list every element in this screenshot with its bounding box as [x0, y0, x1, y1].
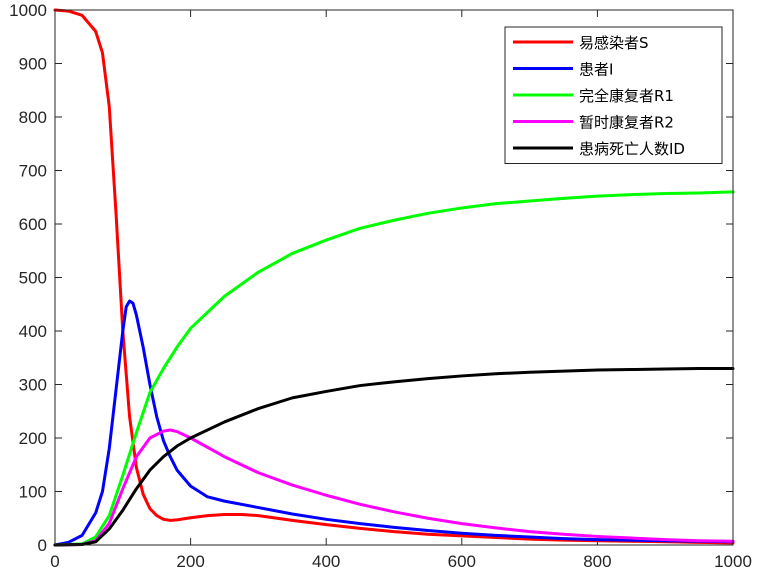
legend-label-3: 完全康复者R1	[579, 87, 674, 105]
x-tick-label: 600	[448, 552, 476, 571]
legend: 易感染者S 患者I 完全康复者R1 暂时康复者R2 患病死亡人数ID	[504, 26, 723, 164]
y-tick-label: 800	[19, 108, 47, 127]
legend-label-1: 易感染者S	[579, 34, 649, 52]
x-tick-label: 1000	[714, 552, 752, 571]
y-tick-label: 0	[38, 536, 47, 555]
series-line-3	[53, 190, 735, 547]
y-tick-label: 600	[19, 215, 47, 234]
y-tick-label: 700	[19, 162, 47, 181]
series-line-4	[53, 428, 735, 547]
axes: 0 200 400 600 800 1000 0 100 200 300 400 500 600 700 8…	[9, 1, 752, 571]
x-tick-label: 800	[583, 552, 611, 571]
legend-label-4: 暂时康复者R2	[579, 114, 674, 132]
x-tick-label: 0	[50, 552, 59, 571]
x-tick-label: 400	[312, 552, 340, 571]
x-tick-label: 200	[176, 552, 204, 571]
y-tick-label: 1000	[9, 1, 47, 20]
y-tick-label: 300	[19, 376, 47, 395]
legend-label-2: 患者I	[579, 61, 613, 79]
y-tick-label: 200	[19, 429, 47, 448]
y-tick-label: 500	[19, 269, 47, 288]
series-line-5	[53, 366, 735, 547]
y-tick-label: 900	[19, 55, 47, 74]
y-tick-label: 100	[19, 483, 47, 502]
y-tick-label: 400	[19, 322, 47, 341]
series-line-1	[53, 8, 735, 545]
legend-label-5: 患病死亡人数ID	[579, 140, 685, 158]
series-line-2	[53, 299, 735, 547]
series-lines	[53, 8, 735, 547]
